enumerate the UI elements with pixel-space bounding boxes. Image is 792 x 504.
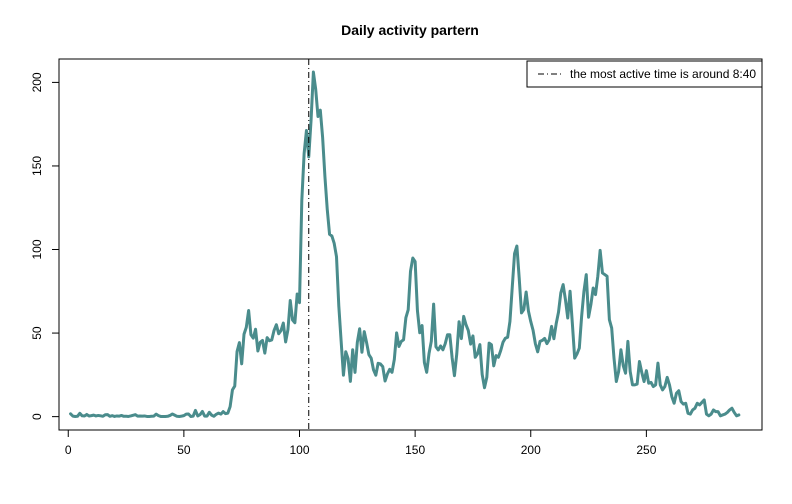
legend-label: the most active time is around 8:40 (570, 67, 756, 81)
legend: the most active time is around 8:40 (526, 60, 763, 88)
x-tick-label: 0 (65, 443, 72, 457)
x-tick-label: 100 (289, 443, 309, 457)
y-tick-label: 0 (30, 413, 44, 420)
y-tick-label: 50 (30, 326, 44, 340)
x-tick-label: 50 (177, 443, 191, 457)
series-line-steps (69, 70, 741, 418)
x-tick-label: 250 (636, 443, 656, 457)
legend-box (526, 60, 763, 88)
x-tick-label: 150 (405, 443, 425, 457)
series-layer (69, 70, 741, 418)
chart-title: Daily activity partern (341, 22, 479, 38)
y-tick-label: 150 (30, 156, 44, 176)
y-axis: 0 50 100 150 200 (30, 72, 60, 420)
x-axis: 0 50 100 150 200 250 (65, 429, 657, 457)
y-tick-label: 200 (30, 72, 44, 92)
y-tick-label: 100 (30, 239, 44, 259)
x-tick-label: 200 (521, 443, 541, 457)
